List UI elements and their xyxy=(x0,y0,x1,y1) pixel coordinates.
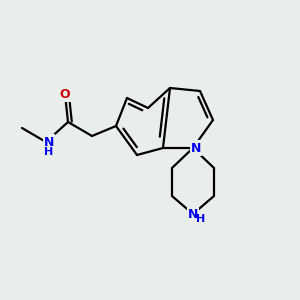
Text: H: H xyxy=(196,214,206,224)
Text: N: N xyxy=(44,136,54,148)
Text: H: H xyxy=(44,147,54,157)
Text: N: N xyxy=(191,142,201,154)
Text: N: N xyxy=(188,208,198,220)
Text: O: O xyxy=(60,88,70,100)
